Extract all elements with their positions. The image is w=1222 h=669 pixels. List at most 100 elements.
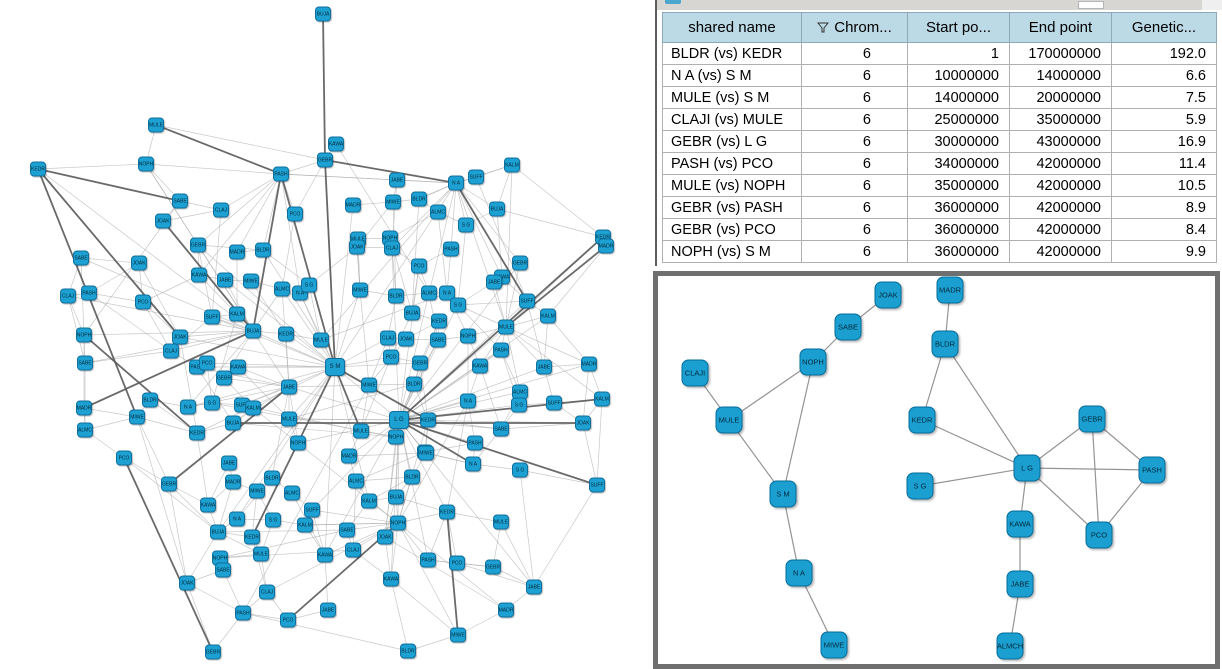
- network-node[interactable]: SABE: [73, 250, 89, 266]
- table-row[interactable]: NOPH (vs) S M 6 36000000 42000000 9.9: [662, 240, 1217, 263]
- network-node[interactable]: NOPH: [76, 327, 92, 343]
- network-node[interactable]: BUJA: [404, 305, 420, 321]
- network-node[interactable]: GEBR: [512, 255, 528, 271]
- network-node[interactable]: N A: [448, 175, 464, 191]
- network-node[interactable]: S G: [511, 397, 527, 413]
- network-node[interactable]: MULE: [253, 546, 269, 562]
- column-header[interactable]: Genetic...: [1111, 12, 1217, 43]
- network-node[interactable]: PASH: [81, 285, 97, 301]
- table-row[interactable]: N A (vs) S M 6 10000000 14000000 6.6: [662, 64, 1217, 87]
- network-node[interactable]: S M: [325, 358, 345, 376]
- network-node[interactable]: SABE: [834, 313, 862, 341]
- network-node[interactable]: L G: [1013, 454, 1041, 482]
- network-node[interactable]: KAWA: [1006, 510, 1034, 538]
- network-node[interactable]: BLDR: [142, 392, 158, 408]
- column-header[interactable]: shared name: [662, 12, 802, 43]
- table-row[interactable]: GEBR (vs) L G 6 30000000 43000000 16.9: [662, 130, 1217, 153]
- network-node[interactable]: S G: [906, 472, 934, 500]
- network-node[interactable]: SABE: [339, 522, 355, 538]
- network-node[interactable]: PASH: [1138, 456, 1166, 484]
- network-node[interactable]: JOAK: [575, 415, 591, 431]
- network-node[interactable]: MULE: [353, 423, 369, 439]
- network-node[interactable]: NOPH: [290, 435, 306, 451]
- network-node[interactable]: KEDR: [244, 529, 260, 545]
- network-node[interactable]: SUFF: [304, 502, 320, 518]
- network-node[interactable]: MADR: [76, 400, 92, 416]
- network-node[interactable]: N A: [180, 399, 196, 415]
- network-node[interactable]: PCO: [280, 612, 296, 628]
- network-node[interactable]: KEDR: [189, 425, 205, 441]
- network-node[interactable]: BLDR: [388, 288, 404, 304]
- network-node[interactable]: MIWE: [820, 631, 848, 659]
- network-node[interactable]: PASH: [273, 166, 289, 182]
- table-row[interactable]: GEBR (vs) PASH 6 36000000 42000000 8.9: [662, 196, 1217, 219]
- network-node[interactable]: ALMC: [348, 473, 364, 489]
- network-node[interactable]: JABE: [281, 379, 297, 395]
- table-row[interactable]: MULE (vs) NOPH 6 35000000 42000000 10.5: [662, 174, 1217, 197]
- network-node[interactable]: ALMCH: [996, 632, 1024, 660]
- network-node[interactable]: GEBR: [485, 559, 501, 575]
- network-node[interactable]: JABE: [526, 579, 542, 595]
- table-row[interactable]: MULE (vs) S M 6 14000000 20000000 7.5: [662, 86, 1217, 109]
- network-node[interactable]: NOPH: [460, 328, 476, 344]
- network-node[interactable]: MIWE: [352, 282, 368, 298]
- network-node[interactable]: MADR: [341, 448, 357, 464]
- network-node[interactable]: JOAK: [155, 213, 171, 229]
- network-node[interactable]: MADR: [936, 276, 964, 304]
- network-node[interactable]: JOAK: [874, 281, 902, 309]
- network-node[interactable]: SABE: [215, 562, 231, 578]
- network-node[interactable]: JABE: [217, 272, 233, 288]
- network-node[interactable]: PASH: [235, 605, 251, 621]
- network-node[interactable]: BLDR: [411, 191, 427, 207]
- network-node[interactable]: GEBR: [190, 237, 206, 253]
- network-node[interactable]: PCO: [449, 555, 465, 571]
- network-node[interactable]: NOPH: [799, 348, 827, 376]
- network-node[interactable]: JOAK: [349, 239, 365, 255]
- network-node[interactable]: PCO: [135, 294, 151, 310]
- network-node[interactable]: KEDR: [420, 412, 436, 428]
- network-node[interactable]: CLAJ: [163, 343, 179, 359]
- network-node[interactable]: CLAJ: [60, 288, 76, 304]
- network-node[interactable]: MADR: [345, 197, 361, 213]
- network-node[interactable]: CLAJ: [345, 542, 361, 558]
- network-node[interactable]: JOAK: [377, 529, 393, 545]
- network-node[interactable]: PCO: [287, 206, 303, 222]
- column-header[interactable]: Chrom...: [801, 12, 908, 43]
- network-node[interactable]: MIWE: [243, 273, 259, 289]
- network-node[interactable]: CLAJ: [384, 240, 400, 256]
- network-node[interactable]: NOPH: [388, 429, 404, 445]
- network-node[interactable]: BUJA: [225, 415, 241, 431]
- network-node[interactable]: PASH: [493, 342, 509, 358]
- network-node[interactable]: SABE: [77, 355, 93, 371]
- network-node[interactable]: JOAK: [172, 329, 188, 345]
- network-node[interactable]: MADR: [225, 474, 241, 490]
- network-node[interactable]: JABE: [320, 602, 336, 618]
- network-node[interactable]: KEDR: [30, 161, 46, 177]
- network-node[interactable]: PCO: [1085, 521, 1113, 549]
- network-node[interactable]: MADR: [229, 244, 245, 260]
- network-node[interactable]: JOAK: [131, 255, 147, 271]
- network-node[interactable]: JOAK: [179, 575, 195, 591]
- network-node[interactable]: KALM: [245, 400, 261, 416]
- table-row[interactable]: PASH (vs) PCO 6 34000000 42000000 11.4: [662, 152, 1217, 175]
- network-node[interactable]: BUJA: [388, 489, 404, 505]
- network-node[interactable]: S G: [458, 217, 474, 233]
- network-node[interactable]: N A: [439, 285, 455, 301]
- network-node[interactable]: KALM: [229, 306, 245, 322]
- network-node[interactable]: PASH: [420, 552, 436, 568]
- network-node[interactable]: JABE: [1006, 570, 1034, 598]
- network-node[interactable]: BUJA: [245, 323, 261, 339]
- network-node[interactable]: KAWA: [200, 497, 216, 513]
- network-node[interactable]: KAWA: [317, 547, 333, 563]
- network-node[interactable]: ALMC: [284, 485, 300, 501]
- table-row[interactable]: GEBR (vs) PCO 6 36000000 42000000 8.4: [662, 218, 1217, 241]
- column-header[interactable]: End point: [1009, 12, 1112, 43]
- network-node[interactable]: KEDR: [908, 406, 936, 434]
- network-node[interactable]: JABE: [389, 172, 405, 188]
- network-node[interactable]: BLDR: [931, 330, 959, 358]
- network-node[interactable]: BLDR: [406, 376, 422, 392]
- network-node[interactable]: GEBR: [317, 152, 333, 168]
- network-node[interactable]: BLDR: [404, 469, 420, 485]
- network-node[interactable]: MIWE: [385, 194, 401, 210]
- network-node[interactable]: MADR: [598, 238, 614, 254]
